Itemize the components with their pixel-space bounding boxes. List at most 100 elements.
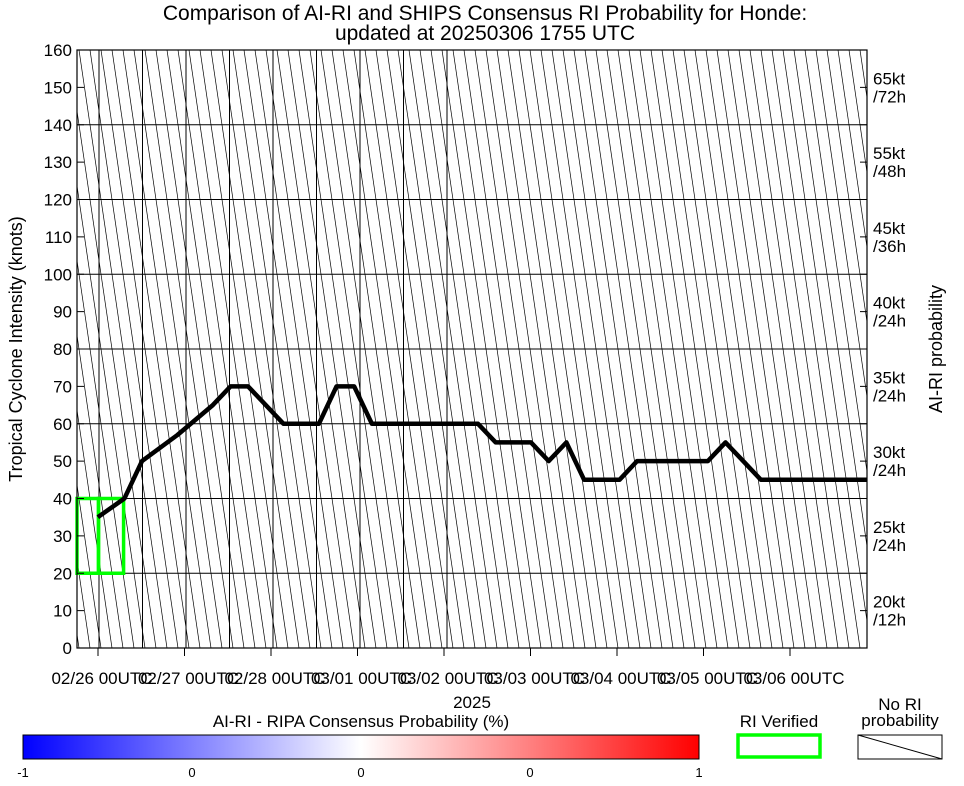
right-axis-label: AI-RI probability: [926, 285, 946, 413]
hatch-line: [78, 498, 91, 574]
hatch-line: [276, 50, 289, 125]
hatch-line: [672, 50, 685, 125]
hatch-line: [639, 498, 652, 574]
hatch-line: [78, 199, 91, 275]
hatch-line: [628, 573, 641, 648]
hatch-line: [793, 498, 806, 574]
hatch-line: [716, 423, 729, 499]
hatch-line: [562, 498, 575, 574]
hatch-line: [804, 498, 817, 574]
x-tick-label: 03/02 00UTC: [397, 669, 498, 688]
hatch-line: [232, 124, 245, 200]
hatch-line: [419, 498, 432, 574]
threshold-kt-label: 55kt: [873, 144, 905, 163]
hatch-line: [815, 124, 828, 200]
hatch-line: [430, 423, 443, 499]
hatch-line: [419, 124, 432, 200]
hatch-line: [133, 423, 146, 499]
hatch-line: [122, 50, 135, 125]
hatch-line: [452, 50, 465, 125]
hatch-line: [804, 348, 817, 424]
hatch-line: [551, 274, 564, 350]
hatch-line: [254, 348, 267, 424]
hatch-line: [111, 124, 124, 200]
hatch-line: [727, 50, 740, 125]
hatch-line: [243, 50, 256, 125]
hatch-line: [342, 50, 355, 125]
hatch-line: [298, 274, 311, 350]
hatch-line: [309, 423, 322, 499]
hatch-line: [309, 199, 322, 275]
hatch-line: [254, 124, 267, 200]
colorbar-tick-label: 0: [526, 765, 533, 780]
hatch-line: [210, 274, 223, 350]
hatch-line: [705, 348, 718, 424]
hatch-line: [639, 274, 652, 350]
hatch-line: [661, 573, 674, 648]
hatch-line: [221, 573, 234, 648]
hatch-line: [254, 50, 267, 125]
hatch-line: [738, 348, 751, 424]
hatch-line: [837, 423, 850, 499]
hatch-line: [683, 348, 696, 424]
hatch-line: [738, 498, 751, 574]
hatch-line: [606, 274, 619, 350]
hatch-line: [683, 50, 696, 125]
hatch-line: [793, 573, 806, 648]
hatch-line: [837, 124, 850, 200]
hatch-line: [298, 573, 311, 648]
hatch-line: [133, 348, 146, 424]
hatch-line: [320, 50, 333, 125]
hatch-line: [727, 274, 740, 350]
hatch-line: [276, 199, 289, 275]
hatch-line: [111, 199, 124, 275]
hatch-line: [606, 498, 619, 574]
x-tick-label: 03/06 00UTC: [743, 669, 844, 688]
hatch-line: [188, 573, 201, 648]
hatch-line: [606, 423, 619, 499]
hatch-line: [595, 199, 608, 275]
threshold-period-label: /24h: [873, 386, 906, 405]
hatch-line: [276, 348, 289, 424]
hatch-line: [133, 199, 146, 275]
hatch-line: [650, 348, 663, 424]
hatch-line: [573, 348, 586, 424]
hatch-line: [342, 199, 355, 275]
hatch-line: [463, 573, 476, 648]
hatch-line: [540, 498, 553, 574]
hatch-line: [254, 573, 267, 648]
hatch-line: [837, 573, 850, 648]
hatch-line: [111, 498, 124, 574]
hatch-line: [276, 498, 289, 574]
hatch-line: [760, 348, 773, 424]
hatch-line: [672, 498, 685, 574]
hatch-line: [100, 124, 113, 200]
hatch-line: [650, 124, 663, 200]
hatch-line: [683, 124, 696, 200]
hatch-line: [584, 50, 597, 125]
hatch-line: [232, 199, 245, 275]
y-tick-label: 10: [53, 602, 72, 621]
hatch-line: [309, 573, 322, 648]
hatch-line: [760, 50, 773, 125]
hatch-line: [364, 498, 377, 574]
x-tick-label: 03/01 00UTC: [311, 669, 412, 688]
hatch-line: [100, 573, 113, 648]
hatch-line: [848, 274, 861, 350]
hatch-line: [419, 274, 432, 350]
x-axis-year-label: 2025: [453, 693, 491, 712]
hatch-line: [386, 423, 399, 499]
hatch-line: [243, 573, 256, 648]
hatch-line: [166, 50, 179, 125]
colorbar-tick-label: 1: [695, 765, 702, 780]
hatch-line: [155, 199, 168, 275]
hatch-line: [826, 199, 839, 275]
hatch-line: [793, 348, 806, 424]
hatch-line: [705, 274, 718, 350]
hatch-line: [386, 274, 399, 350]
hatch-line: [628, 348, 641, 424]
colorbar-tick-label: 0: [357, 765, 364, 780]
hatch-line: [749, 124, 762, 200]
hatch-line: [837, 50, 850, 125]
hatch-line: [848, 199, 861, 275]
